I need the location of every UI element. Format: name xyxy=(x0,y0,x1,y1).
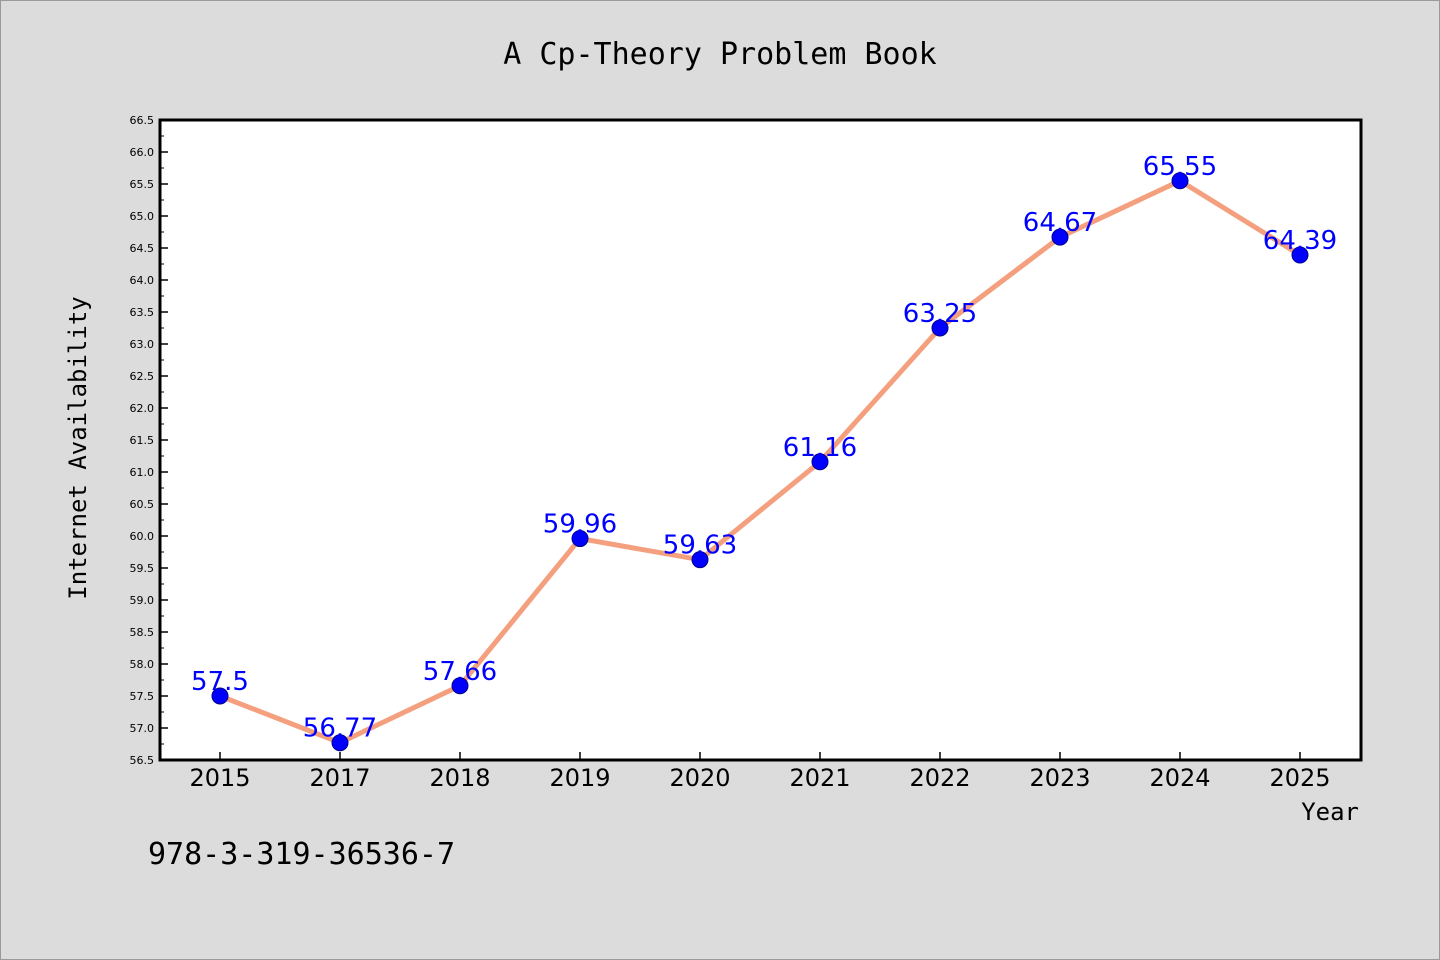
y-tick-label: 64.0 xyxy=(130,274,155,287)
chart-title: A Cp-Theory Problem Book xyxy=(503,37,936,72)
y-tick-label: 62.5 xyxy=(130,370,155,383)
data-point xyxy=(571,530,589,548)
y-tick-label: 58.5 xyxy=(130,626,155,639)
x-tick-label: 2025 xyxy=(1269,764,1330,792)
y-tick-label: 57.5 xyxy=(130,690,155,703)
y-tick-label: 57.0 xyxy=(130,722,155,735)
data-label: 57.5 xyxy=(191,667,249,697)
series-line xyxy=(219,178,1302,746)
y-tick-label: 66.0 xyxy=(130,146,155,159)
data-point xyxy=(1051,228,1069,246)
y-tick-label: 61.0 xyxy=(130,466,155,479)
x-axis: 2015 2017 2018 2019 2020 2021 2022 2023 2024 2025 xyxy=(189,752,1331,792)
data-label: 63.25 xyxy=(903,299,977,329)
data-point xyxy=(931,319,949,337)
y-tick-label: 66.5 xyxy=(130,114,155,127)
y-tick-label: 59.0 xyxy=(130,594,155,607)
data-point xyxy=(1171,172,1189,190)
x-tick-label: 2017 xyxy=(309,764,370,792)
y-tick-label: 65.0 xyxy=(130,210,155,223)
data-label: 65.55 xyxy=(1143,152,1217,182)
x-tick-label: 2015 xyxy=(189,764,250,792)
data-point xyxy=(691,551,709,569)
data-label: 64.39 xyxy=(1263,226,1337,256)
data-label: 56.77 xyxy=(303,714,377,744)
y-tick-label: 56.5 xyxy=(130,754,155,767)
data-point xyxy=(1291,246,1309,264)
y-tick-label: 64.5 xyxy=(130,242,155,255)
data-point xyxy=(211,687,229,705)
data-label: 61.16 xyxy=(783,433,857,463)
y-tick-label: 63.0 xyxy=(130,338,155,351)
y-tick-label: 65.5 xyxy=(130,178,155,191)
y-axis-label: Internet Availability xyxy=(64,296,92,599)
data-markers xyxy=(211,172,1309,752)
data-label: 59.63 xyxy=(663,531,737,561)
data-label: 57.66 xyxy=(423,657,497,687)
x-tick-label: 2022 xyxy=(909,764,970,792)
data-label: 59.96 xyxy=(543,510,617,540)
plot-area xyxy=(160,120,1361,760)
data-point xyxy=(331,734,349,752)
plot-frame xyxy=(158,118,1363,762)
y-tick-label: 61.5 xyxy=(130,434,155,447)
x-tick-label: 2018 xyxy=(429,764,490,792)
data-labels: 57.5 56.77 57.66 59.96 59.63 61.16 63.25 64.67 6… xyxy=(191,152,1337,744)
x-tick-label: 2021 xyxy=(789,764,850,792)
x-tick-label: 2019 xyxy=(549,764,610,792)
isbn-text: 978-3-319-36536-7 xyxy=(148,837,455,872)
y-tick-label: 60.5 xyxy=(130,498,155,511)
x-tick-label: 2020 xyxy=(669,764,730,792)
x-tick-label: 2024 xyxy=(1149,764,1210,792)
x-axis-label: Year xyxy=(1301,798,1359,826)
y-tick-label: 58.0 xyxy=(130,658,155,671)
data-point xyxy=(451,677,469,695)
y-tick-label: 63.5 xyxy=(130,306,155,319)
x-tick-label: 2023 xyxy=(1029,764,1090,792)
y-tick-label: 62.0 xyxy=(130,402,155,415)
data-point xyxy=(811,453,829,471)
y-tick-label: 60.0 xyxy=(130,530,155,543)
data-label: 64.67 xyxy=(1023,208,1097,238)
y-tick-label: 59.5 xyxy=(130,562,155,575)
